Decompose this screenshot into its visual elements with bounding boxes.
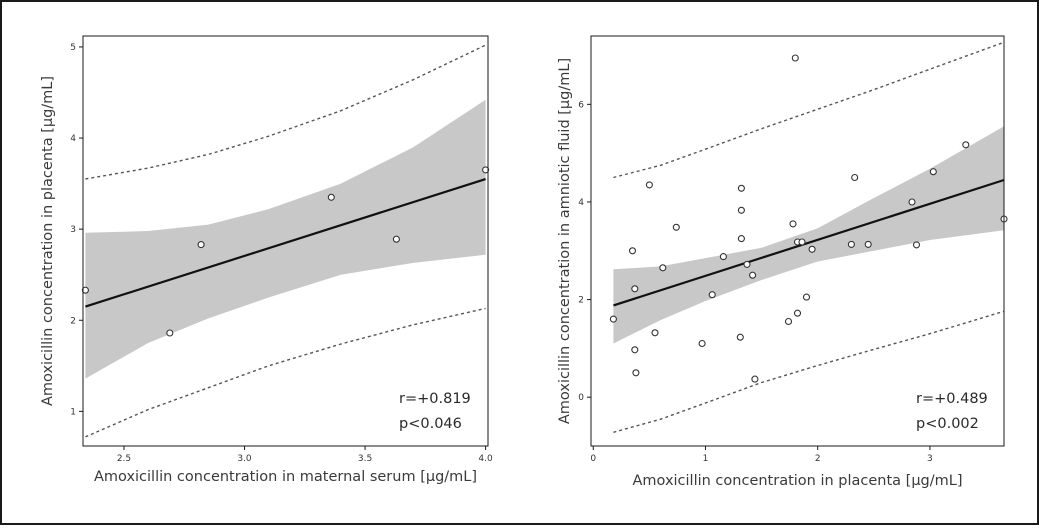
data-point: [789, 220, 797, 228]
data-point: [628, 247, 637, 255]
confidence-band-right: [613, 126, 1004, 344]
data-point: [197, 241, 205, 249]
data-point: [847, 240, 855, 248]
data-point: [929, 168, 937, 176]
data-point: [737, 235, 745, 243]
data-point: [743, 260, 751, 268]
data-point: [749, 271, 757, 279]
y-tick-label-left: 3: [70, 225, 76, 235]
data-point: [651, 329, 659, 337]
x-tick-label-left: 3.5: [358, 454, 372, 464]
data-point: [632, 369, 640, 377]
r-annotation-left: r=+0.819: [399, 391, 471, 407]
r-annotation-right: r=+0.489: [916, 391, 988, 407]
y-tick-label-right: 0: [578, 393, 584, 403]
data-point: [737, 184, 745, 192]
x-axis-label-right: Amoxicillin concentration in placenta [µ…: [632, 473, 962, 489]
plot-frame-left: [82, 35, 489, 447]
data-point: [708, 291, 716, 299]
x-tick-label-right: 2: [815, 454, 821, 464]
x-tick-label-left: 4.0: [478, 454, 493, 464]
data-point: [784, 317, 793, 326]
confidence-band-left: [85, 99, 486, 379]
plot-frame-right: [590, 35, 1005, 447]
data-point: [631, 346, 639, 354]
y-tick-label-left: 1: [70, 407, 76, 417]
data-point: [698, 339, 706, 348]
x-tick-label-right: 1: [703, 454, 709, 464]
data-point: [864, 240, 872, 248]
x-tick-label-right: 0: [590, 454, 596, 464]
data-point: [659, 264, 667, 272]
prediction-upper-line-left: [85, 44, 486, 180]
data-point: [912, 241, 921, 249]
data-point: [737, 206, 745, 214]
y-tick-label-right: 2: [578, 296, 584, 306]
regression-line-right: [613, 178, 1005, 307]
prediction-lower-line-right: [613, 310, 1005, 433]
data-point: [719, 253, 727, 261]
data-point: [808, 245, 816, 253]
data-point: [672, 223, 680, 231]
y-tick-label-left: 4: [70, 134, 76, 144]
data-point: [327, 193, 335, 201]
prediction-lower-line-left: [85, 307, 486, 438]
p-annotation-right: p<0.002: [916, 416, 979, 432]
data-point: [166, 329, 174, 337]
data-point: [751, 375, 759, 383]
data-point: [791, 54, 799, 62]
x-tick-label-left: 3.0: [237, 454, 252, 464]
y-tick-label-right: 6: [578, 100, 584, 110]
y-tick-label-right: 4: [578, 198, 584, 208]
x-tick-label-left: 2.5: [117, 454, 131, 464]
data-point: [802, 293, 811, 301]
y-tick-label-left: 2: [70, 316, 76, 326]
x-axis-label-left: Amoxicillin concentration in maternal se…: [94, 469, 477, 485]
data-point: [631, 285, 639, 293]
data-point: [392, 235, 400, 243]
panel-left: 2.5 3.0 3.5 4.0 1 2 3 4 5 Amoxicillin concentrat…: [40, 35, 493, 485]
data-point: [851, 173, 859, 182]
data-point: [793, 309, 802, 317]
p-annotation-left: p<0.046: [399, 416, 462, 432]
data-point: [736, 333, 744, 341]
data-point: [962, 141, 970, 149]
data-point: [645, 181, 653, 189]
panel-right: 0 1 2 3 0 2 4 6 Amoxicillin concentration in pl…: [557, 35, 1008, 489]
data-point: [908, 198, 916, 206]
data-point: [81, 286, 89, 294]
y-axis-label-right: Amoxicillin concentration in amniotic fl…: [557, 58, 573, 424]
data-point: [482, 166, 490, 174]
data-point: [609, 315, 617, 323]
data-point: [798, 238, 806, 246]
y-tick-label-left: 5: [70, 43, 76, 53]
y-axis-label-left: Amoxicillin concentration in placenta [µ…: [40, 76, 56, 406]
regression-line-left: [85, 177, 486, 308]
prediction-upper-line-right: [613, 41, 1005, 179]
x-tick-label-right: 3: [927, 454, 933, 464]
